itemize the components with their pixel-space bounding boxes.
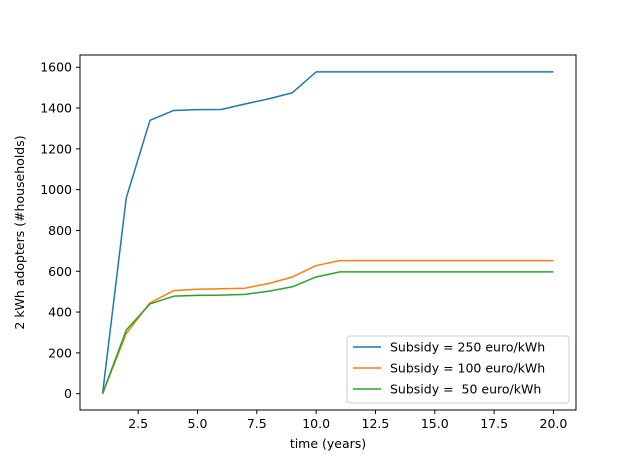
series-line-3 (101, 271, 554, 394)
y-tick-label: 1600 (40, 60, 72, 75)
series-line-2 (101, 259, 554, 394)
y-tick-label: 1400 (40, 101, 72, 116)
y-tick-label: 1000 (40, 182, 72, 197)
x-axis: 2.5 5.0 7.5 10.0 12.5 15.0 17.5 20.0 (128, 410, 567, 431)
plot-frame (79, 54, 577, 411)
legend-label: Subsidy = 100 euro/kWh (390, 361, 545, 376)
legend: Subsidy = 250 euro/kWh Subsidy = 100 euro… (346, 335, 570, 404)
x-tick-label: 7.5 (247, 416, 267, 431)
x-tick-label: 15.0 (421, 416, 449, 431)
x-tick-label: 2.5 (128, 416, 148, 431)
y-axis: 0 200 400 600 800 1000 1200 1400 1600 (40, 60, 80, 401)
x-tick-label: 12.5 (362, 416, 390, 431)
y-tick-label: 200 (48, 345, 72, 360)
x-axis-label: time (years) (290, 436, 366, 451)
series-line-1 (101, 71, 554, 394)
x-tick-label: 20.0 (540, 416, 568, 431)
y-tick-label: 800 (48, 223, 72, 238)
y-tick-label: 0 (64, 386, 72, 401)
x-tick-label: 5.0 (188, 416, 208, 431)
series-layer (101, 71, 554, 394)
legend-box (346, 335, 570, 404)
x-tick-label: 17.5 (480, 416, 508, 431)
legend-label: Subsidy = 50 euro/kWh (390, 382, 541, 397)
legend-label: Subsidy = 250 euro/kWh (390, 340, 545, 355)
y-axis-label: 2 kWh adopters (#households) (12, 135, 27, 329)
y-tick-label: 600 (48, 264, 72, 279)
x-tick-label: 10.0 (302, 416, 330, 431)
y-tick-label: 400 (48, 305, 72, 320)
y-tick-label: 1200 (40, 141, 72, 156)
